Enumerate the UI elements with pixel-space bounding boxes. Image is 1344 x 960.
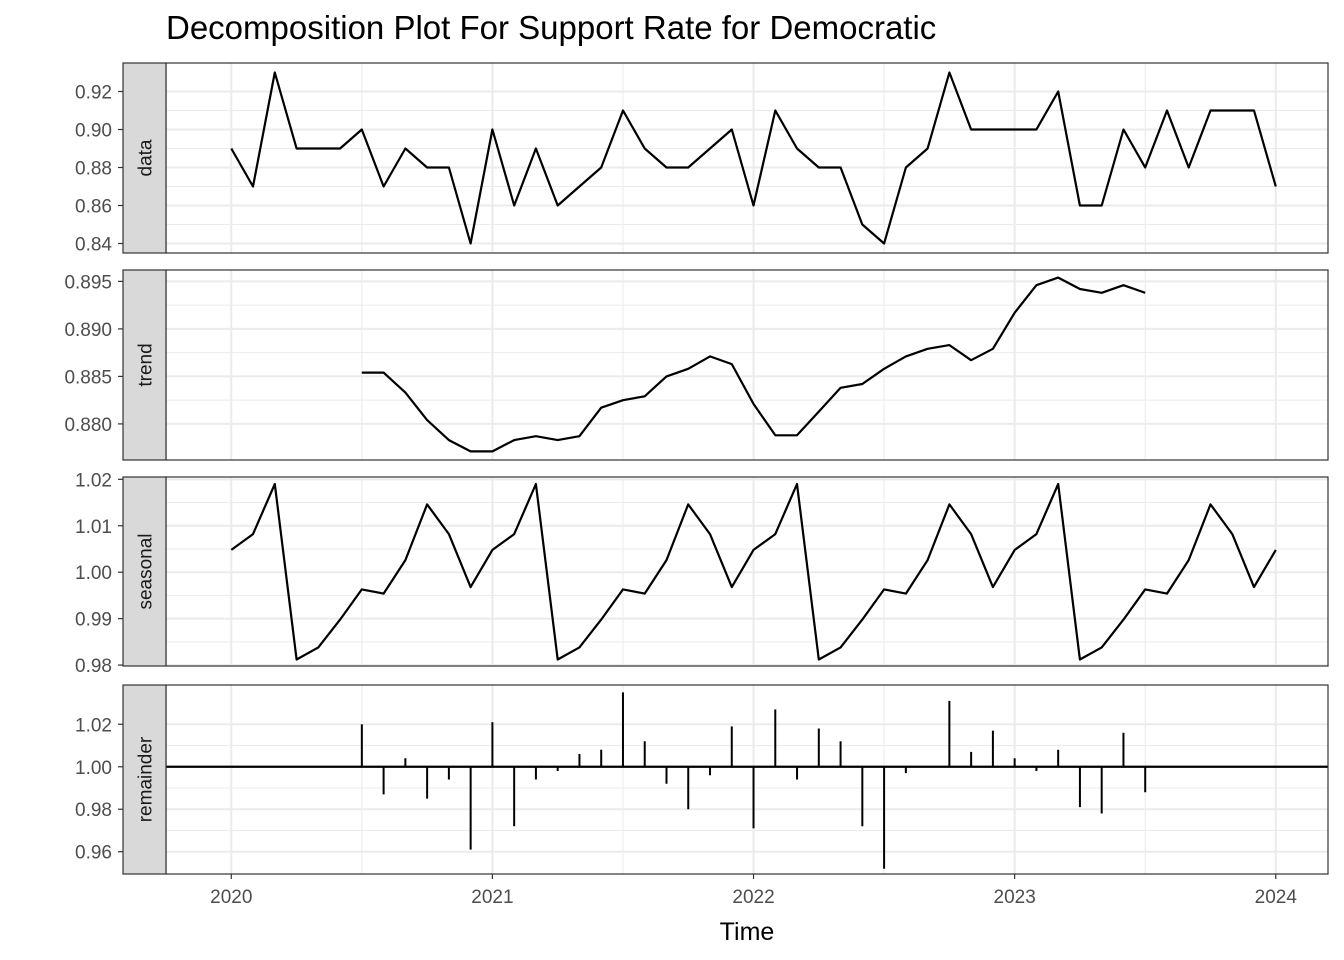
y-tick-label: 0.88 [75, 159, 112, 180]
x-axis: 2020 2021 2022 2023 2024 [210, 874, 1297, 908]
panel-background [166, 270, 1328, 460]
y-tick-label: 0.92 [75, 83, 112, 104]
facet-strip [122, 269, 167, 461]
facet-seasonal: 0.98 0.99 1.00 1.01 1.02 seasonal [75, 470, 1329, 677]
seasonal-series-line [230, 482, 1277, 661]
y-tick-label: 1.00 [75, 758, 112, 779]
facet-strip-label: data [136, 139, 157, 176]
facet-strip [122, 476, 167, 667]
x-axis-label: Time [720, 918, 775, 946]
x-tick-label: 2020 [210, 887, 252, 908]
facet-trend: 0.880 0.885 0.890 0.895 trend [64, 269, 1329, 461]
y-tick-label: 0.84 [75, 235, 112, 256]
chart-title: Decomposition Plot For Support Rate for … [166, 9, 936, 46]
y-tick-label: 1.00 [75, 563, 112, 584]
x-tick-label: 2021 [471, 887, 513, 908]
facet-panels: 0.840.860.880.900.92data0.8800.8850.8900… [64, 62, 1329, 875]
y-tick-label: 0.98 [75, 656, 112, 677]
data-series-line [230, 71, 1277, 245]
x-tick-label: 2024 [1255, 887, 1298, 908]
facet-remainder: 0.96 0.98 1.00 1.02 remainder [75, 684, 1329, 875]
y-tick-label: 1.02 [75, 470, 112, 491]
facet-strip-label: trend [136, 343, 157, 386]
y-tick-label: 0.90 [75, 121, 112, 142]
y-tick-label: 0.895 [64, 272, 112, 293]
y-tick-label: 0.99 [75, 610, 112, 631]
y-tick-label: 0.86 [75, 197, 112, 218]
x-tick-label: 2022 [732, 887, 774, 908]
y-tick-label: 0.885 [64, 367, 112, 388]
panel-background [166, 685, 1328, 874]
y-tick-label: 0.98 [75, 800, 112, 821]
facet-strip [122, 684, 167, 875]
facet-strip [122, 62, 167, 254]
facet-data: 0.84 0.86 0.88 0.90 0.92 data [75, 62, 1329, 256]
y-tick-label: 0.890 [64, 320, 112, 341]
facet-strip-label: remainder [136, 736, 157, 822]
y-tick-label: 0.96 [75, 843, 112, 864]
y-tick-label: 1.02 [75, 715, 112, 736]
y-tick-label: 0.880 [64, 415, 112, 436]
trend-series-line [361, 276, 1146, 453]
panel-background [166, 63, 1328, 253]
facet-strip-label: seasonal [136, 533, 157, 609]
x-tick-label: 2023 [994, 887, 1036, 908]
y-tick-label: 1.01 [75, 517, 112, 538]
